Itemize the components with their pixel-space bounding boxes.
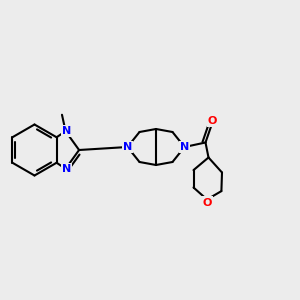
Text: O: O [208,116,217,126]
Text: N: N [180,142,189,152]
Text: N: N [62,164,71,174]
Text: O: O [202,197,212,208]
Text: N: N [62,126,71,136]
Text: N: N [123,142,132,152]
